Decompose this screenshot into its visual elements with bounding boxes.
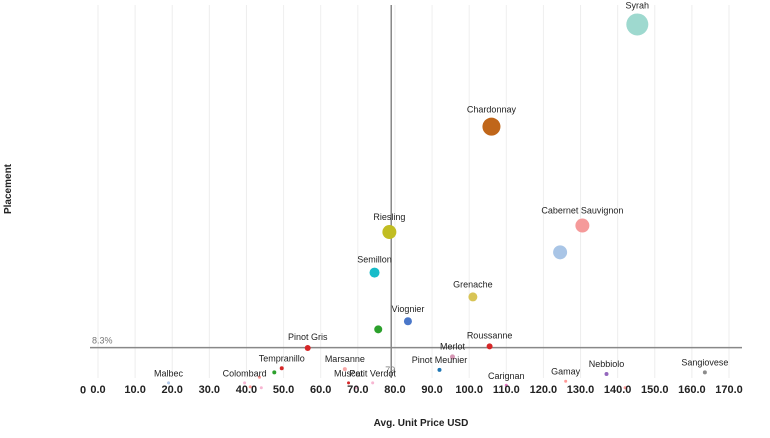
x-tick-label: 150.0 [641,384,669,396]
horizontal-reference-label: 8.3% [92,336,113,346]
x-tick-label: 120.0 [530,384,558,396]
x-tick-label: 60.0 [310,384,331,396]
point-labels: Syrah Chardonnay Riesling Cabernet Sauvigno… [154,0,728,380]
data-point[interactable] [702,370,707,375]
data-point[interactable] [403,317,412,326]
data-point[interactable] [437,367,442,372]
x-tick-label: 40.0 [236,384,257,396]
point-label: Riesling [373,212,405,222]
point-label: Semillon [357,255,392,265]
x-tick-label: 110.0 [493,384,520,396]
data-point[interactable] [272,370,277,375]
x-tick-label: 100.0 [455,384,483,396]
data-point[interactable] [243,381,247,385]
point-label: Nebbiolo [589,359,625,369]
data-point[interactable] [374,325,383,334]
data-point[interactable] [354,386,358,390]
data-point[interactable] [604,371,609,376]
data-point[interactable] [347,381,351,385]
vertical-gridlines [97,5,730,378]
x-tick-label: 70.0 [347,384,368,396]
data-point[interactable] [575,218,590,233]
data-point[interactable] [482,117,501,136]
point-label: Merlot [440,341,466,351]
data-point[interactable] [369,267,380,278]
data-point[interactable] [486,343,493,350]
x-tick-labels: 0.0 10.0 20.0 30.0 40.0 50.0 60.0 70.0 80.0 90.0 1… [90,384,742,396]
x-tick-label: 20.0 [162,384,183,396]
point-label: Viognier [392,304,425,314]
x-tick-label: 10.0 [124,384,145,396]
point-label: Malbec [154,368,184,378]
data-point[interactable] [248,385,252,389]
point-label: Pinot Gris [288,332,328,342]
point-label: Marsanne [325,354,365,364]
data-points [167,13,707,390]
x-tick-label: 130.0 [567,384,595,396]
data-point[interactable] [279,366,284,371]
data-point[interactable] [564,379,568,383]
data-point[interactable] [626,13,649,36]
x-tick-label: 170.0 [715,384,743,396]
data-point[interactable] [167,381,171,385]
data-point[interactable] [449,354,455,360]
y-tick-label-zero: 0 [80,384,86,396]
data-point[interactable] [259,386,263,390]
x-tick-label: 0.0 [90,384,105,396]
data-point[interactable] [623,386,627,390]
point-label: Petit Verdot [349,368,396,378]
y-axis-title: Placement [3,163,14,214]
data-point[interactable] [342,367,347,372]
point-label: Pinot Meunier [412,355,468,365]
point-label: Roussanne [467,330,513,340]
x-tick-label: 50.0 [273,384,294,396]
point-label: Cabernet Sauvignon [541,206,623,216]
point-label: Muscat [334,368,364,378]
x-tick-label: 90.0 [421,384,442,396]
x-tick-label: 140.0 [604,384,632,396]
data-point[interactable] [382,225,397,240]
point-label: Chardonnay [467,105,517,115]
data-point[interactable] [553,245,568,260]
point-label: Sangiovese [681,357,728,367]
point-label: Gamay [551,367,581,377]
x-axis-title: Avg. Unit Price USD [374,418,469,429]
point-label: Syrah [626,0,650,10]
x-tick-label: 80.0 [384,384,405,396]
data-point[interactable] [468,292,478,302]
reference-lines: 79 8.3% [90,5,742,378]
data-point[interactable] [504,383,508,387]
vertical-reference-label: 79 [385,365,395,375]
x-tick-label: 30.0 [199,384,220,396]
data-point[interactable] [371,381,375,385]
data-point[interactable] [304,344,311,351]
point-label: Carignan [488,371,525,381]
point-label: Grenache [453,279,493,289]
point-label: Tempranillo [259,353,305,363]
data-point[interactable] [257,375,261,379]
x-tick-label: 160.0 [678,384,706,396]
point-label: Colombard [223,368,267,378]
